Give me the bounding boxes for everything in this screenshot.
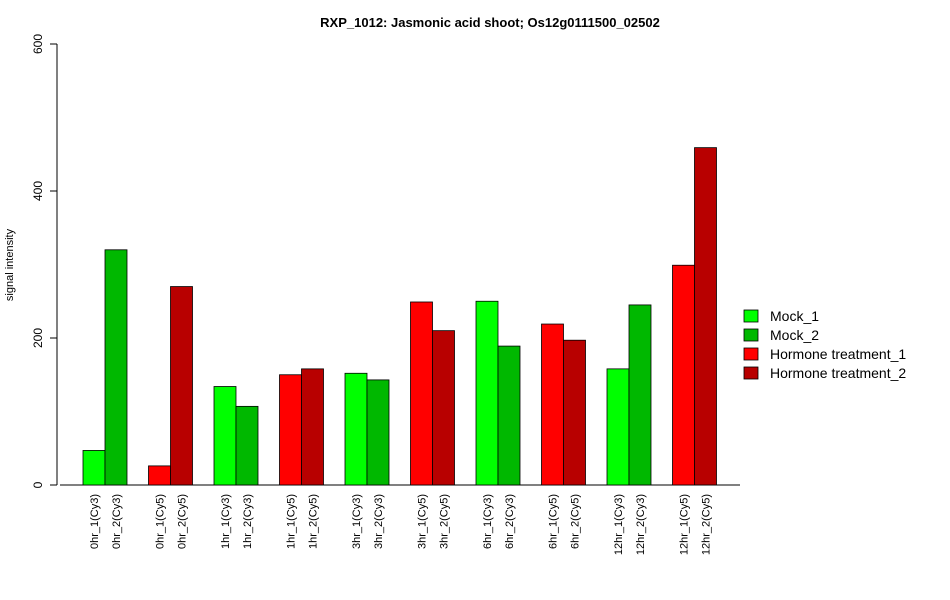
chart-title: RXP_1012: Jasmonic acid shoot; Os12g0111… — [320, 15, 660, 30]
legend-label: Mock_1 — [770, 308, 819, 324]
bar — [672, 264, 695, 486]
legend-swatch — [743, 328, 759, 342]
x-tick-label: 6hr_1(Cy3) — [482, 494, 494, 549]
bar — [82, 450, 106, 486]
y-tick-label: 600 — [31, 34, 45, 54]
legend-swatch — [743, 309, 759, 323]
legend-swatch — [743, 366, 759, 380]
legend-label: Hormone treatment_2 — [770, 365, 906, 381]
x-tick-label: 6hr_2(Cy3) — [504, 494, 516, 549]
bar — [694, 147, 717, 486]
x-axis: 0hr_1(Cy3) 0hr_2(Cy3) 0hr_1(Cy5) 0hr_2(Cy5)… — [60, 484, 740, 555]
x-tick-label: 12hr_2(Cy5) — [701, 494, 713, 555]
x-tick-label: 12hr_2(Cy3) — [635, 494, 647, 555]
bar — [104, 249, 128, 486]
x-tick-label: 6hr_2(Cy5) — [570, 494, 582, 549]
x-tick-label: 0hr_1(Cy3) — [89, 494, 101, 549]
x-tick-label: 1hr_2(Cy5) — [308, 494, 320, 549]
bar — [279, 374, 302, 486]
y-tick-label: 400 — [31, 181, 45, 201]
x-tick-label: 12hr_1(Cy5) — [679, 494, 691, 555]
bar — [541, 323, 564, 486]
x-tick-label: 3hr_2(Cy5) — [439, 494, 451, 549]
y-axis: 0 200 400 600 — [31, 34, 58, 488]
x-tick-label: 12hr_1(Cy3) — [613, 494, 625, 555]
legend-swatch — [743, 347, 759, 361]
x-tick-label: 0hr_1(Cy5) — [155, 494, 167, 549]
y-tick-label: 200 — [31, 328, 45, 348]
bar — [235, 405, 259, 486]
x-tick-label: 0hr_2(Cy5) — [177, 494, 189, 549]
bar — [366, 379, 390, 486]
legend-label: Hormone treatment_1 — [770, 346, 906, 362]
bar — [148, 465, 171, 486]
y-axis-label: signal intensity — [4, 228, 16, 301]
bars — [82, 147, 717, 486]
bar — [170, 286, 193, 486]
bar — [410, 301, 433, 486]
bar — [432, 330, 455, 486]
x-tick-label: 3hr_1(Cy3) — [351, 494, 363, 549]
bar — [475, 300, 499, 486]
bar — [497, 345, 521, 486]
x-tick-label: 1hr_1(Cy5) — [286, 494, 298, 549]
x-tick-label: 3hr_1(Cy5) — [417, 494, 429, 549]
x-tick-label: 1hr_2(Cy3) — [242, 494, 254, 549]
x-tick-label: 6hr_1(Cy5) — [548, 494, 560, 549]
legend: Mock_1 Mock_2 Hormone treatment_1 Hormone t… — [743, 308, 906, 381]
bar — [606, 368, 630, 486]
bar — [301, 368, 324, 486]
x-tick-label: 1hr_1(Cy3) — [220, 494, 232, 549]
bar — [563, 339, 586, 486]
x-tick-label: 0hr_2(Cy3) — [111, 494, 123, 549]
x-tick-label: 3hr_2(Cy3) — [373, 494, 385, 549]
bar — [213, 386, 237, 486]
y-tick-label: 0 — [31, 481, 45, 488]
legend-label: Mock_2 — [770, 327, 819, 343]
bar — [344, 372, 368, 486]
bar — [628, 304, 652, 486]
